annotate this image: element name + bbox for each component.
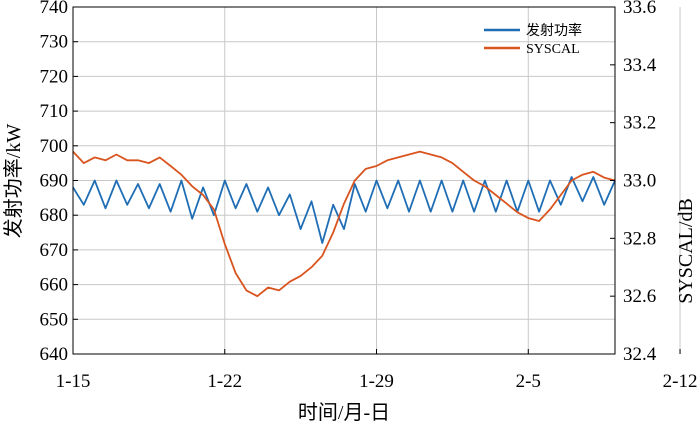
y-right-tick-label: 33.6 [623,0,656,18]
y-right-tick-label: 33.2 [623,113,656,134]
y-left-tick-label: 710 [40,101,69,122]
x-axis-title: 时间/月-日 [298,401,390,424]
y-left-tick-label: 700 [40,136,69,157]
y-right-tick-label: 33.4 [623,55,657,76]
y-left-tick-label: 740 [40,0,69,18]
y-left-tick-label: 670 [40,240,69,261]
y-right-tick-label: 32.4 [623,344,657,365]
legend: 发射功率 SYSCAL [484,22,582,57]
y-left-tick-label: 680 [40,205,69,226]
x-tick-label: 2-5 [516,371,541,392]
x-axis-ticks: 1-15 1-22 1-29 2-5 2-12 [56,349,698,392]
legend-label-power: 发射功率 [526,22,582,39]
y-left-tick-label: 650 [40,309,69,330]
y-left-tick-label: 720 [40,66,69,87]
y-axis-right-title: SYSCAL/dB [675,198,697,304]
y-axis-left-title: 发射功率/kW [2,124,25,239]
y-right-tick-label: 32.8 [623,228,656,249]
left-axis-ticks: 640 650 660 670 680 690 700 710 720 730 740 [40,0,78,365]
x-tick-label: 1-15 [56,371,91,392]
y-right-tick-label: 32.6 [623,286,656,307]
series-line-syscal [72,150,616,298]
legend-label-syscal: SYSCAL [526,42,580,57]
series-lines [72,150,616,298]
y-left-tick-label: 690 [40,171,69,192]
x-tick-label: 1-29 [359,371,394,392]
x-tick-label: 1-22 [207,371,242,392]
y-right-tick-label: 33.0 [623,171,656,192]
x-tick-label: 2-12 [663,371,698,392]
right-axis-ticks: 32.4 32.6 32.8 33.0 33.2 33.4 33.6 [610,0,657,365]
y-left-tick-label: 730 [40,32,69,53]
series-line-power [72,176,616,244]
y-left-tick-label: 640 [40,344,69,365]
y-left-tick-label: 660 [40,275,69,296]
